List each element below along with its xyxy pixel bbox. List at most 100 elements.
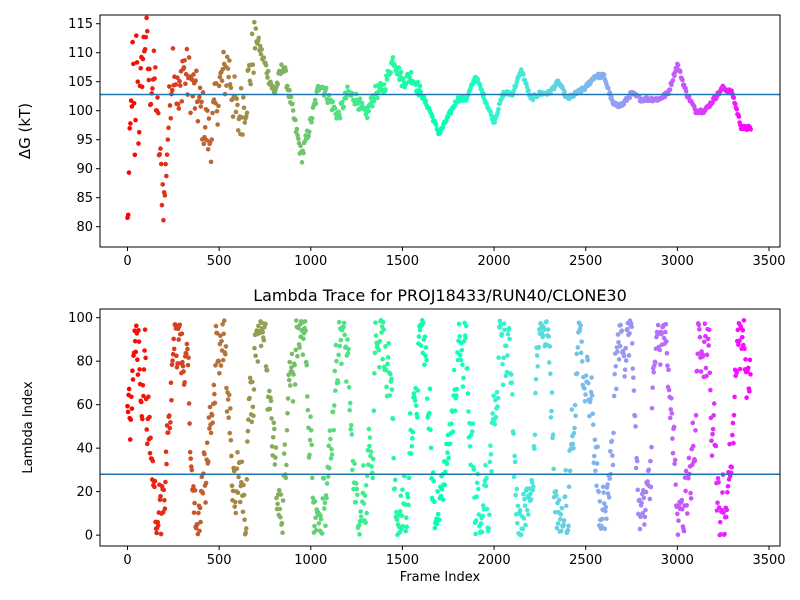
lambda-point [232,499,238,505]
lambda-point [614,386,619,392]
lambda-point [479,529,485,535]
lambda-point [486,526,492,531]
delta-g-point [248,81,253,87]
lambda-point [420,350,426,356]
delta-g-point [148,101,154,107]
delta-g-point [293,117,298,123]
lambda-point [720,490,725,495]
delta-g-point [217,74,223,80]
lambda-point [387,393,393,398]
lambda-point [326,465,332,471]
lambda-point [483,462,488,468]
lambda-point [725,483,731,489]
delta-g-point [672,69,678,75]
lambda-point [596,489,602,495]
lambda-point [461,375,466,381]
lambda-point [724,507,730,513]
lambda-point [548,415,554,420]
lambda-point [341,320,347,326]
delta-g-point [210,110,215,116]
lambda-point [489,469,494,474]
lambda-point [597,499,603,504]
lambda-point [353,481,359,486]
lambda-point [595,444,600,450]
lambda-point [213,323,219,329]
lambda-point [703,365,709,371]
lambda-point [137,367,142,372]
lambda-point [435,489,440,494]
lambda-point [623,358,629,363]
lambda-point [505,331,511,337]
lambda-point [396,513,401,518]
lambda-point [737,366,743,372]
lambda-point [268,398,274,404]
lambda-point [362,493,368,498]
x-tick-label: 500 [207,254,232,269]
delta-g-point [530,97,536,103]
lambda-point [310,495,316,501]
delta-g-point [177,83,183,88]
lambda-point [404,524,410,530]
delta-g-point [209,137,215,142]
lambda-point [391,455,396,461]
delta-g-point [163,161,168,167]
delta-g-point [309,119,314,125]
lambda-point [432,525,438,531]
delta-g-point [408,70,414,75]
lambda-point [613,363,619,369]
y-tick-label: 80 [76,220,93,235]
lambda-point [589,375,594,380]
lambda-point [505,353,510,358]
lambda-point [243,526,249,531]
lambda-point [422,334,428,339]
lambda-point [640,511,646,516]
lambda-point [635,487,641,493]
lambda-point [618,322,624,328]
delta-g-point [477,83,483,88]
lambda-point [619,328,625,334]
lambda-point [212,400,218,406]
lambda-point [583,373,589,378]
lambda-point [520,526,526,532]
lambda-point [631,388,637,393]
lambda-point [446,455,451,461]
lambda-point [409,443,415,449]
lambda-point [454,386,460,392]
delta-g-point [198,104,204,109]
lambda-point [415,388,421,393]
delta-g-point [389,58,395,64]
delta-g-point [526,88,531,93]
lambda-point [412,398,418,403]
delta-g-point [202,125,208,130]
lambda-point [611,430,616,436]
lambda-point [512,459,518,465]
lambda-point [495,404,500,409]
lambda-point [679,497,685,503]
lambda-point [424,357,429,363]
lambda-point [443,469,448,475]
delta-g-point [309,115,315,121]
lambda-point [563,467,569,473]
lambda-point [606,494,612,500]
delta-g-point [337,115,343,121]
lambda-point [494,389,500,395]
delta-g-point [521,72,526,77]
delta-g-point [177,78,182,84]
lambda-point [434,521,440,527]
delta-g-point [265,75,270,80]
lambda-point [345,351,351,356]
delta-g-point [175,75,180,80]
lambda-point [740,327,746,333]
lambda-point [725,489,730,495]
lambda-point [301,336,306,342]
lambda-point [705,336,711,342]
lambda-point [632,413,638,419]
lambda-point [511,474,517,480]
lambda-point [629,341,635,346]
lambda-point [246,417,251,422]
lambda-point [646,467,652,473]
lambda-point [367,443,372,449]
lambda-point [536,344,542,350]
lambda-point [372,350,378,356]
delta-g-point [524,81,529,86]
